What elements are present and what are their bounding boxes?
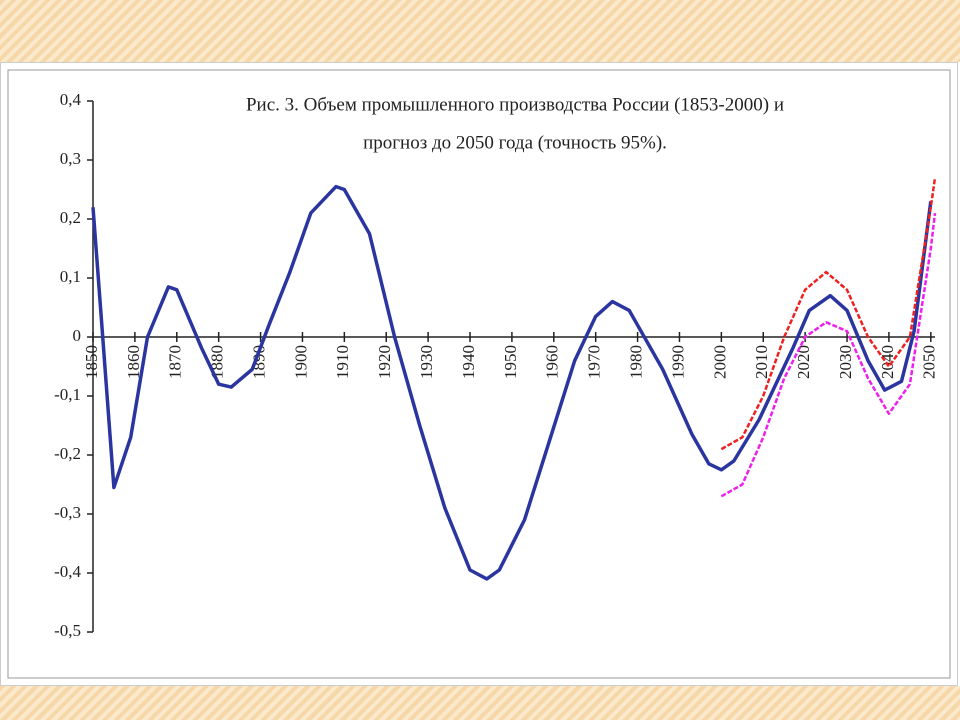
y-tick-label: -0,3 xyxy=(54,503,81,522)
x-tick-label: 2030 xyxy=(836,345,855,379)
series-line xyxy=(720,212,937,498)
chart-frame xyxy=(0,62,958,686)
x-tick-label: 1890 xyxy=(249,345,268,379)
y-tick-label: 0,1 xyxy=(60,267,81,286)
x-tick-label: 2020 xyxy=(794,345,813,379)
x-tick-label: 1860 xyxy=(124,345,143,379)
x-tick-label: 1920 xyxy=(375,345,394,379)
y-tick-label: -0,2 xyxy=(54,444,81,463)
header-band xyxy=(0,0,960,65)
x-tick-label: 2010 xyxy=(752,345,771,379)
y-tick-label: 0,2 xyxy=(60,208,81,227)
x-tick-label: 1880 xyxy=(208,345,227,379)
series-line xyxy=(91,184,933,581)
x-tick-label: 2050 xyxy=(920,345,939,379)
x-tick-label: 1870 xyxy=(166,345,185,379)
y-tick-label: 0 xyxy=(73,326,82,345)
x-tick-label: 1910 xyxy=(333,345,352,379)
x-tick-label: 2040 xyxy=(878,345,897,379)
x-tick-label: 1970 xyxy=(585,345,604,379)
x-tick-label: 1990 xyxy=(668,345,687,379)
x-tick-label: 1960 xyxy=(543,345,562,379)
footer-band xyxy=(0,686,960,720)
series-line xyxy=(720,177,937,451)
x-tick-label: 1940 xyxy=(459,345,478,379)
y-tick-label: 0,3 xyxy=(60,149,81,168)
plot-border xyxy=(7,69,951,679)
x-tick-label: 1900 xyxy=(291,345,310,379)
x-tick-label: 1850 xyxy=(82,345,101,379)
x-tick-label: 2000 xyxy=(710,345,729,379)
chart-subtitle: прогноз до 2050 года (точность 95%). xyxy=(363,132,667,153)
chart-title: Рис. 3. Объем промышленного производства… xyxy=(246,94,784,115)
y-tick-label: -0,1 xyxy=(54,385,81,404)
y-tick-label: 0,4 xyxy=(60,90,82,109)
x-tick-label: 1950 xyxy=(501,345,520,379)
x-tick-label: 1980 xyxy=(626,345,645,379)
x-tick-label: 1930 xyxy=(417,345,436,379)
y-tick-label: -0,5 xyxy=(54,621,81,640)
y-tick-label: -0,4 xyxy=(54,562,81,581)
